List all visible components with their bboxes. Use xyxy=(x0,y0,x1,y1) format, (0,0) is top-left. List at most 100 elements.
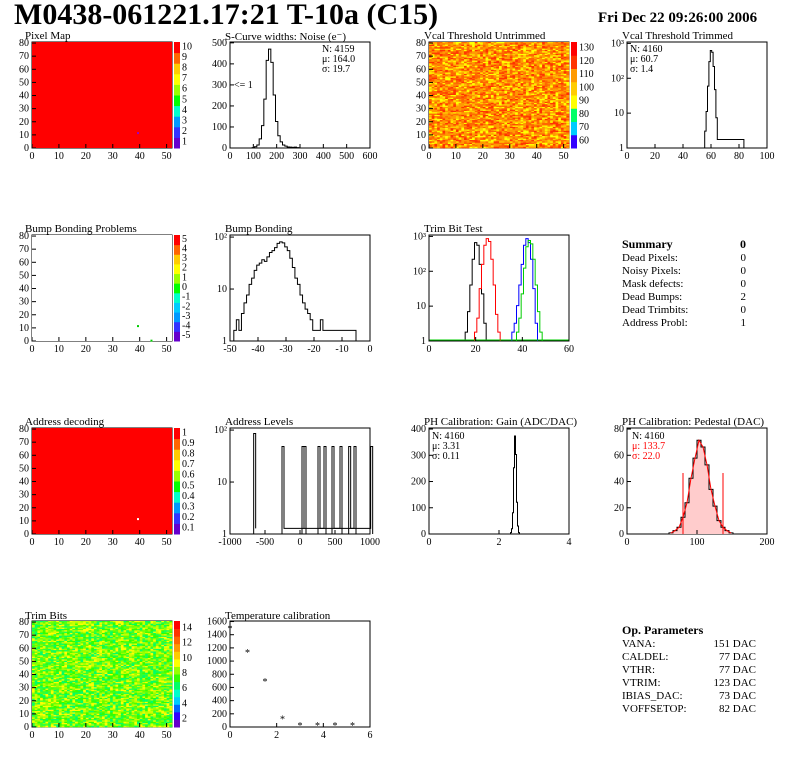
heatmap-cell xyxy=(534,109,537,112)
heatmap-cell xyxy=(485,109,489,112)
heatmap-cell xyxy=(480,98,484,101)
heatmap-cell xyxy=(517,92,521,94)
heatmap-cell xyxy=(450,44,454,47)
ph-gain-title: PH Calibration: Gain (ADC/DAC) xyxy=(424,416,578,428)
heatmap-cell xyxy=(490,51,494,53)
heatmap-cell xyxy=(550,124,554,126)
heatmap-cell xyxy=(118,624,122,627)
heatmap-cell xyxy=(429,101,432,104)
heatmap-cell xyxy=(431,124,435,126)
heatmap-cell xyxy=(493,110,497,113)
heatmap-cell xyxy=(509,67,513,69)
heatmap-cell xyxy=(434,71,438,73)
heatmap-cell xyxy=(566,137,570,140)
heatmap-cell xyxy=(458,117,462,120)
heatmap-cell xyxy=(480,75,484,77)
heatmap-cell xyxy=(507,118,511,121)
heatmap-cell xyxy=(531,96,535,98)
heatmap-cell xyxy=(517,120,521,122)
heatmap-cell xyxy=(534,51,537,53)
heatmap-cell xyxy=(501,117,505,120)
heatmap-cell xyxy=(458,101,462,104)
heatmap-cell xyxy=(464,140,467,142)
heatmap-cell xyxy=(547,113,551,116)
heatmap-cell xyxy=(512,89,516,92)
heatmap-cell xyxy=(437,83,441,85)
heatmap-cell xyxy=(525,76,529,79)
heatmap-cell xyxy=(72,627,76,630)
heatmap-cell xyxy=(517,64,521,67)
heatmap-cell xyxy=(161,626,165,628)
heatmap-cell xyxy=(445,105,449,108)
heatmap-cell xyxy=(482,100,486,102)
heatmap-cell xyxy=(163,627,167,630)
heatmap-cell xyxy=(517,77,521,80)
heatmap-cell xyxy=(501,72,505,75)
heatmap-cell xyxy=(528,98,532,101)
heatmap-cell xyxy=(77,626,81,628)
heatmap-cell xyxy=(474,57,478,60)
heatmap-cell xyxy=(493,87,497,89)
heatmap-cell xyxy=(482,116,486,118)
heatmap-cell xyxy=(472,98,476,101)
heatmap-cell xyxy=(485,76,489,79)
heatmap-cell xyxy=(560,113,564,116)
heatmap-cell xyxy=(515,53,519,56)
heatmap-cell xyxy=(434,72,438,75)
heatmap-cell xyxy=(534,48,537,51)
heatmap-cell xyxy=(512,121,516,124)
heatmap-cell xyxy=(534,118,537,121)
heatmap-cell xyxy=(469,42,473,44)
heatmap-cell xyxy=(536,72,540,75)
heatmap-cell xyxy=(523,124,527,126)
heatmap-cell xyxy=(493,69,497,72)
heatmap-cell xyxy=(539,60,543,63)
heatmap-cell xyxy=(477,91,481,93)
heatmap-cell xyxy=(453,130,457,133)
heatmap-cell xyxy=(499,116,502,118)
heatmap-cell xyxy=(504,109,508,112)
heatmap-cell xyxy=(490,122,494,125)
heatmap-cell xyxy=(520,75,524,77)
heatmap-cell xyxy=(431,47,435,49)
heatmap-cell xyxy=(461,63,465,65)
heatmap-cell xyxy=(472,55,476,57)
heatmap-cell xyxy=(544,108,548,110)
heatmap-cell xyxy=(493,109,497,112)
heatmap-cell xyxy=(528,146,532,149)
heatmap-cell xyxy=(439,117,443,120)
heatmap-cell xyxy=(455,144,459,146)
heatmap-cell xyxy=(496,55,500,57)
heatmap-cell xyxy=(429,53,432,56)
heatmap-cell xyxy=(499,91,502,93)
heatmap-cell xyxy=(547,109,551,112)
heatmap-cell xyxy=(437,129,441,132)
heatmap-cell xyxy=(445,56,449,59)
heatmap-cell xyxy=(566,55,570,57)
heatmap-cell xyxy=(437,146,441,149)
heatmap-cell xyxy=(520,53,524,56)
heatmap-cell xyxy=(493,45,497,48)
heatmap-cell xyxy=(485,129,489,132)
heatmap-cell xyxy=(523,129,527,132)
heatmap-cell xyxy=(450,117,454,120)
heatmap-cell xyxy=(445,49,449,52)
heatmap-cell xyxy=(520,138,524,141)
heatmap-cell xyxy=(431,84,435,87)
heatmap-cell xyxy=(56,624,60,627)
heatmap-cell xyxy=(458,72,462,75)
heatmap-cell xyxy=(525,138,529,141)
heatmap-cell xyxy=(439,121,443,124)
heatmap-cell xyxy=(550,97,554,100)
heatmap-cell xyxy=(455,134,459,137)
heatmap-cell xyxy=(450,69,454,72)
heatmap-cell xyxy=(496,45,500,48)
heatmap-cell xyxy=(558,132,562,134)
x-tick-label: 80 xyxy=(734,151,744,162)
heatmap-cell xyxy=(434,60,438,63)
op-param-label: VTHR: xyxy=(622,664,655,676)
heatmap-cell xyxy=(531,108,535,110)
heatmap-cell xyxy=(488,130,492,133)
heatmap-cell xyxy=(552,88,556,91)
heatmap-cell xyxy=(566,118,570,121)
